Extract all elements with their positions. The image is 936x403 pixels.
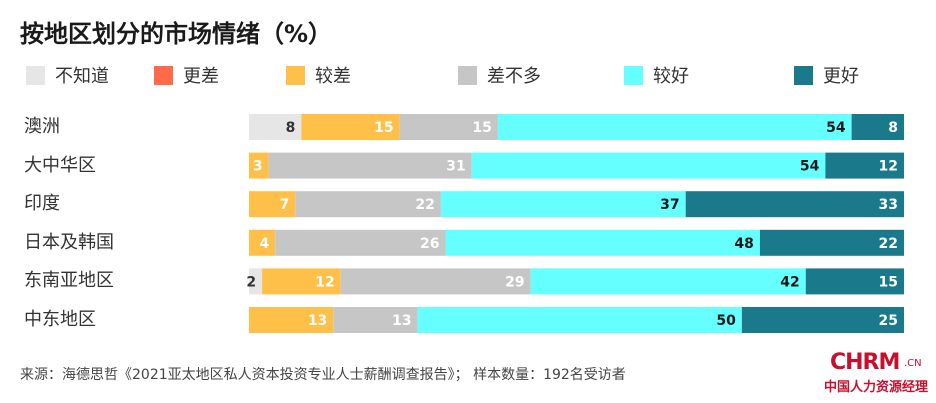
data-label: 50 — [716, 313, 736, 329]
category-label: 中东地区 — [24, 309, 96, 330]
legend-swatch — [286, 65, 305, 85]
legend-item: 差不多 — [458, 63, 541, 87]
data-label: 12 — [315, 274, 334, 290]
data-label: 15 — [472, 120, 491, 136]
legend-swatch — [26, 65, 45, 85]
category-label: 大中华区 — [24, 154, 96, 176]
legend-label: 较好 — [653, 66, 689, 87]
bar-segment — [295, 191, 441, 218]
data-label: 22 — [879, 236, 898, 252]
data-label: 48 — [734, 236, 753, 252]
bar-segment — [759, 229, 904, 256]
legend-item: 不知道 — [26, 63, 109, 87]
bar-segment — [249, 191, 296, 218]
data-label: 13 — [392, 313, 411, 329]
legend-label: 更好 — [823, 66, 859, 87]
data-label: 25 — [879, 313, 898, 329]
data-label: 4 — [259, 236, 269, 252]
data-label: 31 — [446, 159, 465, 175]
chart-title: 按地区划分的市场情绪（%） — [20, 20, 333, 48]
bar-segment — [301, 114, 400, 140]
data-label: 3 — [253, 159, 263, 175]
bar-segment — [471, 152, 826, 179]
data-label: 15 — [879, 274, 898, 290]
source-note: 来源：海德思哲《2021亚太地区私人资本投资专业人士薪酬调查报告》； 样本数量：… — [20, 367, 626, 383]
data-label: 13 — [308, 313, 327, 329]
data-label: 2 — [246, 274, 256, 290]
bar-segment — [249, 229, 276, 256]
bar-segment — [825, 152, 904, 179]
bar-segment — [530, 268, 806, 295]
logo-text: CHRM — [830, 350, 900, 375]
legend-swatch — [794, 65, 813, 85]
data-label: 29 — [505, 274, 524, 290]
data-label: 54 — [800, 159, 820, 175]
data-label: 22 — [415, 197, 434, 213]
data-label: 33 — [879, 197, 898, 213]
data-label: 42 — [780, 274, 799, 290]
bar-segment — [333, 307, 418, 333]
legend-item: 更差 — [154, 63, 219, 87]
legend-label: 差不多 — [487, 66, 541, 87]
bar-segment — [685, 191, 904, 218]
bar-segment — [249, 114, 302, 140]
legend-item: 较好 — [624, 63, 689, 87]
data-label: 54 — [826, 120, 846, 136]
category-label: 印度 — [24, 193, 60, 215]
data-label: 12 — [879, 159, 898, 175]
bar-segment — [249, 307, 334, 333]
legend-swatch — [154, 65, 173, 85]
legend-label: 不知道 — [55, 66, 109, 87]
legend-swatch — [458, 65, 477, 85]
legend-swatch — [624, 65, 643, 85]
logo-subtitle: 中国人力资源经理 — [824, 380, 929, 395]
chrm-logo: CHRM .CN 中国人力资源经理 — [822, 350, 929, 395]
data-label: 8 — [888, 120, 898, 136]
bar-segment — [262, 268, 341, 295]
bar-segment — [249, 268, 263, 295]
bar-segment — [445, 229, 760, 256]
bar-segment — [399, 114, 498, 140]
data-label: 7 — [280, 197, 290, 213]
category-label: 日本及韩国 — [24, 231, 114, 253]
data-label: 15 — [374, 120, 393, 136]
data-label: 26 — [420, 236, 439, 252]
bar-segment — [497, 114, 852, 140]
legend-item: 更好 — [794, 63, 859, 87]
bar-segment — [417, 307, 742, 333]
bar-segment — [851, 114, 904, 140]
bar-segment — [805, 268, 904, 295]
bar-segment — [440, 191, 686, 218]
data-label: 8 — [286, 120, 296, 136]
bar-segment — [340, 268, 531, 295]
data-label: 37 — [660, 197, 679, 213]
legend-item: 较差 — [286, 63, 351, 87]
category-label: 澳洲 — [24, 116, 60, 137]
legend-label: 更差 — [183, 66, 219, 87]
bar-segment — [275, 229, 446, 256]
logo-suffix: .CN — [904, 358, 922, 369]
bar-segment — [741, 307, 904, 333]
legend-label: 较差 — [315, 66, 351, 87]
category-label: 东南亚地区 — [24, 270, 114, 292]
bar-segment — [249, 152, 269, 179]
bar-segment — [268, 152, 472, 179]
